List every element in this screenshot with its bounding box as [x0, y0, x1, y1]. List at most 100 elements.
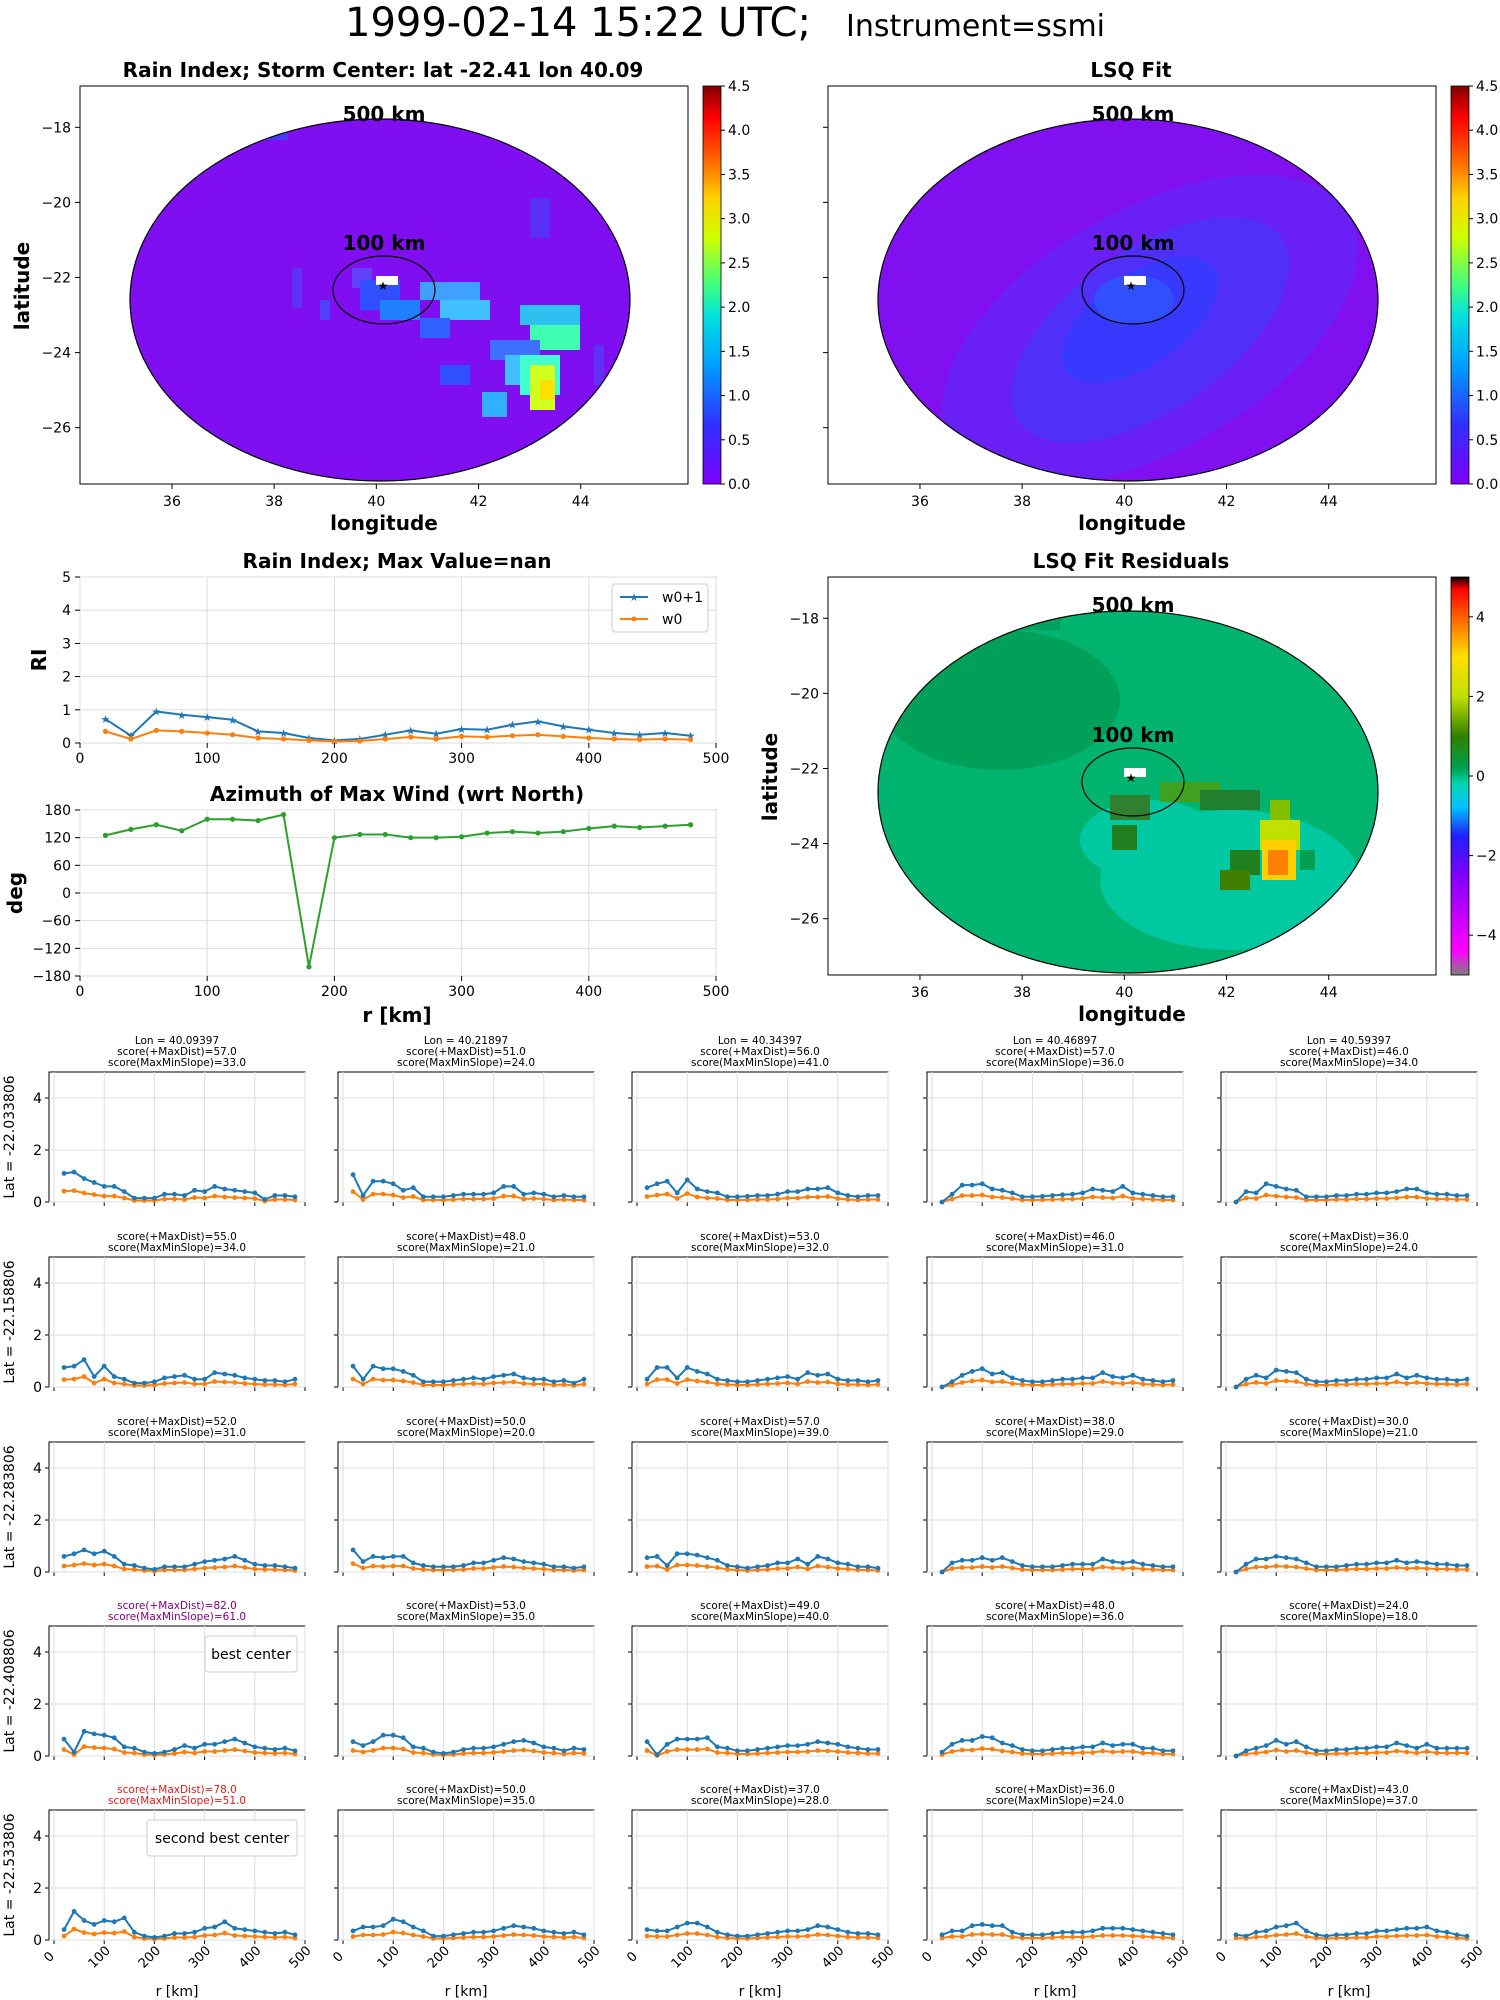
subplot-ytick-label: 2 — [33, 1143, 42, 1159]
subplot-point — [664, 1741, 670, 1747]
subplot-point — [1424, 1560, 1430, 1566]
subplot-point — [481, 1196, 486, 1202]
subplot-point — [1263, 1192, 1269, 1198]
subplot-point — [272, 1382, 278, 1387]
series-point: ★ — [177, 709, 187, 722]
subplot-point — [1384, 1928, 1390, 1934]
subplot-point — [1273, 1378, 1279, 1383]
subplot-point — [855, 1931, 861, 1936]
series-point: ★ — [457, 723, 467, 736]
subplot-point — [202, 1195, 208, 1201]
series-point — [255, 818, 261, 824]
subplot-point — [252, 1376, 258, 1382]
subplot-point — [714, 1196, 720, 1201]
subplot-score-maxdist: score(+MaxDist)=38.0 — [995, 1416, 1115, 1428]
subplot-point — [724, 1194, 730, 1200]
subplot-point — [1394, 1565, 1400, 1570]
subplot-point — [825, 1379, 831, 1385]
subplot-point — [865, 1935, 871, 1940]
map-xtick-label: 40 — [1115, 494, 1133, 510]
subplot-point — [71, 1169, 77, 1175]
center-subplot: 0 100 200 300 400 500 score(MaxMinSlope)=24.0s… — [919, 1784, 1192, 2000]
subplot-point — [989, 1379, 995, 1385]
subplot-point — [775, 1750, 780, 1755]
subplot-point — [1384, 1744, 1390, 1750]
subplot-point — [1414, 1380, 1420, 1385]
subplot-point — [1303, 1934, 1309, 1939]
subplot-point — [1100, 1195, 1106, 1200]
subplot-point — [1334, 1382, 1339, 1387]
subplot-point — [765, 1935, 770, 1940]
subplot-point — [939, 1384, 945, 1390]
subplot-point — [511, 1932, 517, 1937]
subplot-point — [121, 1561, 127, 1567]
subplot-point — [959, 1182, 965, 1188]
subplot-point — [400, 1369, 406, 1374]
subplot-point — [1243, 1189, 1249, 1194]
subplot-point — [212, 1184, 218, 1189]
subplot-point — [775, 1566, 780, 1571]
subplot-point — [1060, 1567, 1065, 1572]
map-ytick-label: −18 — [789, 611, 819, 627]
subplot-point — [644, 1564, 650, 1569]
subplot-point — [1454, 1567, 1460, 1572]
subplot-point — [1384, 1566, 1390, 1571]
subplot-point — [101, 1745, 107, 1751]
subplot-point — [979, 1366, 985, 1372]
subplot-point — [471, 1375, 476, 1381]
subplot-point — [1464, 1933, 1470, 1939]
subplot-point — [91, 1380, 97, 1386]
colorbar-tick-label: 0.0 — [1476, 477, 1498, 493]
subplot-point — [481, 1566, 486, 1571]
subplot-point — [162, 1196, 167, 1202]
subplot-point — [1130, 1741, 1136, 1747]
subplot-point — [152, 1195, 157, 1201]
subplot-point — [1130, 1749, 1136, 1754]
subplot-point — [202, 1933, 208, 1938]
subplot-point — [521, 1381, 527, 1386]
subplot-score-maxdist: score(+MaxDist)=30.0 — [1289, 1416, 1409, 1428]
subplot-point — [989, 1186, 995, 1192]
lsq-map-title: LSQ Fit — [1090, 58, 1172, 82]
series-point — [560, 829, 566, 835]
subplot-point — [1283, 1932, 1289, 1937]
figure-title-suffix: Instrument=ssmi — [846, 9, 1105, 44]
subplot-point — [815, 1748, 821, 1753]
subplot-point — [1414, 1750, 1420, 1756]
subplot-point — [1243, 1748, 1249, 1754]
subplot-point — [825, 1564, 831, 1570]
subplot-score-maxdist: score(+MaxDist)=50.0 — [406, 1784, 526, 1796]
subplot-point — [451, 1382, 456, 1387]
subplot-point — [1150, 1193, 1156, 1198]
lsq-map-colorbar-ticks: 0.0 0.5 1.0 1.5 2.0 2.5 3.0 3.5 4.0 4.5 — [1469, 79, 1498, 493]
subplot-score-maxminslope: score(MaxMinSlope)=35.0 — [397, 1611, 535, 1623]
subplot-point — [949, 1928, 955, 1934]
subplot-point — [949, 1379, 955, 1385]
subplot-point — [481, 1381, 486, 1387]
subplot-point — [212, 1932, 218, 1938]
subplot-point — [949, 1196, 955, 1202]
subplot-point — [1090, 1750, 1096, 1755]
subplot-point — [1434, 1196, 1440, 1202]
subplot-lat-label: Lat = -22.158806 — [2, 1260, 18, 1383]
subplot-point — [491, 1196, 497, 1201]
subplot-score-maxdist: score(+MaxDist)=51.0 — [406, 1046, 526, 1058]
subplot-point — [674, 1196, 680, 1201]
subplot-point — [1354, 1561, 1359, 1567]
subplot-point — [202, 1559, 208, 1564]
map-xtick-label: 36 — [911, 494, 929, 510]
subplot-point — [222, 1564, 228, 1570]
subplot-point — [212, 1193, 218, 1199]
subplot-point — [101, 1184, 107, 1189]
subplot-point — [1080, 1190, 1086, 1196]
subplot-point — [131, 1563, 137, 1568]
subplot-axes — [337, 1625, 595, 1757]
subplot-point — [875, 1751, 881, 1756]
subplot-point — [61, 1927, 67, 1932]
series-line-0 — [104, 710, 691, 742]
subplot-point — [1130, 1190, 1136, 1196]
ytick-label: 3 — [62, 636, 71, 652]
subplot-point — [1050, 1193, 1055, 1198]
subplot-xtick-label: 300 — [769, 1943, 797, 1971]
subplot-point — [1100, 1933, 1106, 1938]
